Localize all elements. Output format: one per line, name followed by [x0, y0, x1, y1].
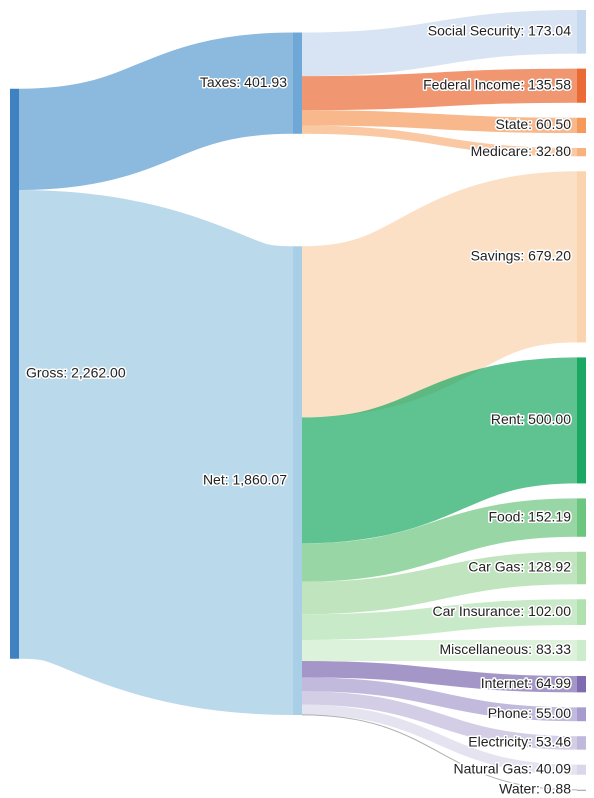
node-electricity[interactable]	[577, 736, 586, 750]
node-rent[interactable]	[577, 357, 586, 484]
node-phone[interactable]	[577, 707, 586, 722]
link-taxes-to-medicare[interactable]	[301, 125, 578, 157]
link-net-to-car_gas[interactable]	[301, 551, 578, 615]
nodes-layer	[10, 10, 586, 791]
link-net-to-phone[interactable]	[301, 677, 578, 722]
link-net-to-water[interactable]	[301, 714, 578, 791]
labels-layer: Gross: 2,262.00 Taxes: 401.93 Net: 1,860.0…	[25, 21, 573, 798]
link-gross-to-net[interactable]	[14, 190, 298, 716]
link-taxes-to-social_security[interactable]	[301, 10, 578, 77]
link-net-to-food[interactable]	[301, 498, 578, 582]
link-net-to-rent[interactable]	[300, 357, 579, 544]
link-net-to-electricity[interactable]	[301, 691, 578, 750]
node-label-rent: Rent: 500.00	[491, 411, 571, 427]
link-net-to-car_insurance[interactable]	[301, 599, 578, 640]
node-label-state: State: 60.50	[495, 116, 571, 132]
link-net-to-internet[interactable]	[301, 660, 578, 693]
link-net-to-natural_gas[interactable]	[301, 704, 578, 775]
node-label-social-security: Social Security: 173.04	[428, 23, 571, 39]
node-medicare[interactable]	[577, 148, 586, 157]
node-label-internet: Internet: 64.99	[481, 675, 572, 691]
node-label-car-gas: Car Gas: 128.92	[468, 559, 571, 575]
node-car-insurance[interactable]	[577, 599, 586, 625]
node-taxes[interactable]	[293, 32, 302, 134]
node-label-electricity: Electricity: 53.46	[468, 734, 571, 750]
node-label-water: Water: 0.88	[499, 781, 571, 797]
node-social-security[interactable]	[577, 10, 586, 54]
node-savings[interactable]	[577, 171, 586, 343]
node-federal-income[interactable]	[577, 68, 586, 103]
node-label-savings: Savings: 679.20	[471, 248, 572, 264]
node-car-gas[interactable]	[577, 551, 586, 585]
node-label-car-insurance: Car Insurance: 102.00	[432, 603, 571, 619]
node-label-phone: Phone: 55.00	[488, 705, 572, 721]
node-label-natural-gas: Natural Gas: 40.09	[453, 760, 571, 776]
node-label-taxes: Taxes: 401.93	[200, 74, 287, 90]
link-gross-to-taxes[interactable]	[18, 32, 294, 191]
link-net-to-savings[interactable]	[299, 171, 580, 418]
node-food[interactable]	[577, 498, 586, 537]
node-label-miscellaneous: Miscellaneous: 83.33	[439, 641, 571, 657]
node-state[interactable]	[577, 117, 586, 134]
node-label-gross: Gross: 2,262.00	[26, 364, 126, 380]
node-miscellaneous[interactable]	[577, 639, 586, 661]
link-taxes-to-federal_income[interactable]	[301, 68, 578, 111]
links-layer	[14, 10, 580, 791]
node-label-federal-income: Federal Income: 135.58	[423, 76, 571, 92]
node-net[interactable]	[293, 246, 302, 716]
node-label-medicare: Medicare: 32.80	[471, 143, 572, 159]
node-label-food: Food: 152.19	[488, 508, 571, 524]
node-gross[interactable]	[10, 88, 19, 659]
node-internet[interactable]	[577, 675, 586, 693]
node-water[interactable]	[577, 789, 586, 791]
node-label-net: Net: 1,860.07	[203, 471, 287, 487]
node-natural-gas[interactable]	[577, 764, 586, 775]
link-taxes-to-state[interactable]	[301, 110, 578, 134]
